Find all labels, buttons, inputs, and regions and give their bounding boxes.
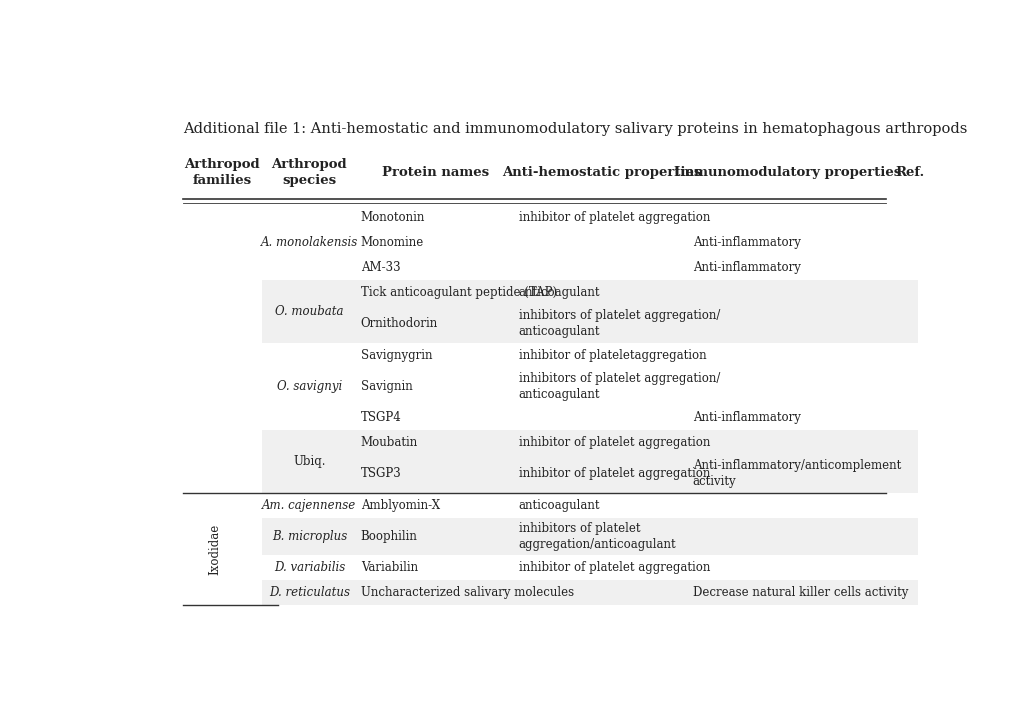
Text: TSGP3: TSGP3 xyxy=(361,467,401,480)
FancyBboxPatch shape xyxy=(262,305,925,343)
Text: D. reticulatus: D. reticulatus xyxy=(269,586,350,599)
Text: Moubatin: Moubatin xyxy=(361,436,418,449)
Text: Protein names: Protein names xyxy=(382,166,489,179)
Text: inhibitor of plateletaggregation: inhibitor of plateletaggregation xyxy=(519,348,706,361)
Text: Savignygrin: Savignygrin xyxy=(361,348,432,361)
FancyBboxPatch shape xyxy=(262,455,925,492)
Text: inhibitor of platelet aggregation: inhibitor of platelet aggregation xyxy=(519,211,709,224)
Text: AM-33: AM-33 xyxy=(361,261,399,274)
Text: Boophilin: Boophilin xyxy=(361,530,417,543)
Text: Additional file 1: Anti-hemostatic and immunomodulatory salivary proteins in hem: Additional file 1: Anti-hemostatic and i… xyxy=(182,122,966,136)
Text: inhibitors of platelet aggregation/
anticoagulant: inhibitors of platelet aggregation/ anti… xyxy=(519,309,719,338)
Text: D. variabilis: D. variabilis xyxy=(273,562,344,575)
Text: Anti-inflammatory: Anti-inflammatory xyxy=(692,411,800,424)
Text: Variabilin: Variabilin xyxy=(361,562,418,575)
Text: Am. cajennense: Am. cajennense xyxy=(262,499,356,512)
Text: Immunomodulatory properties: Immunomodulatory properties xyxy=(674,166,901,179)
Text: inhibitor of platelet aggregation: inhibitor of platelet aggregation xyxy=(519,562,709,575)
Text: O. moubata: O. moubata xyxy=(275,305,343,318)
Text: O. savignyi: O. savignyi xyxy=(276,380,341,393)
Text: inhibitor of platelet aggregation: inhibitor of platelet aggregation xyxy=(519,436,709,449)
Text: Anti-inflammatory/anticomplement
activity: Anti-inflammatory/anticomplement activit… xyxy=(692,459,900,488)
Text: Arthropod
families: Arthropod families xyxy=(184,158,260,186)
Text: B. microplus: B. microplus xyxy=(271,530,346,543)
Text: Ubiq.: Ubiq. xyxy=(292,455,325,468)
FancyBboxPatch shape xyxy=(262,580,925,606)
FancyBboxPatch shape xyxy=(262,430,925,455)
Text: anticoagulant: anticoagulant xyxy=(519,499,600,512)
Text: inhibitor of platelet aggregation: inhibitor of platelet aggregation xyxy=(519,467,709,480)
Text: Monomine: Monomine xyxy=(361,236,424,249)
Text: Tick anticoagulant peptide (TAP): Tick anticoagulant peptide (TAP) xyxy=(361,286,556,299)
FancyBboxPatch shape xyxy=(262,280,925,305)
Text: Monotonin: Monotonin xyxy=(361,211,425,224)
Text: TSGP4: TSGP4 xyxy=(361,411,401,424)
FancyBboxPatch shape xyxy=(262,518,925,555)
Text: Anti-inflammatory: Anti-inflammatory xyxy=(692,261,800,274)
Text: inhibitors of platelet aggregation/
anticoagulant: inhibitors of platelet aggregation/ anti… xyxy=(519,372,719,401)
Text: Ixodidae: Ixodidae xyxy=(208,523,221,575)
Text: Anti-inflammatory: Anti-inflammatory xyxy=(692,236,800,249)
Text: Decrease natural killer cells activity: Decrease natural killer cells activity xyxy=(692,586,907,599)
Text: Amblyomin-X: Amblyomin-X xyxy=(361,499,439,512)
Text: Arthropod
species: Arthropod species xyxy=(271,158,346,186)
Text: inhibitors of platelet
aggregation/anticoagulant: inhibitors of platelet aggregation/antic… xyxy=(519,522,676,551)
Text: Anti-hemostatic properties: Anti-hemostatic properties xyxy=(501,166,701,179)
Text: Uncharacterized salivary molecules: Uncharacterized salivary molecules xyxy=(361,586,574,599)
Text: Ref.: Ref. xyxy=(895,166,923,179)
Text: A. monolakensis: A. monolakensis xyxy=(261,236,358,249)
Text: Ornithodorin: Ornithodorin xyxy=(361,318,437,330)
Text: anticoagulant: anticoagulant xyxy=(519,286,600,299)
Text: Savignin: Savignin xyxy=(361,380,412,393)
